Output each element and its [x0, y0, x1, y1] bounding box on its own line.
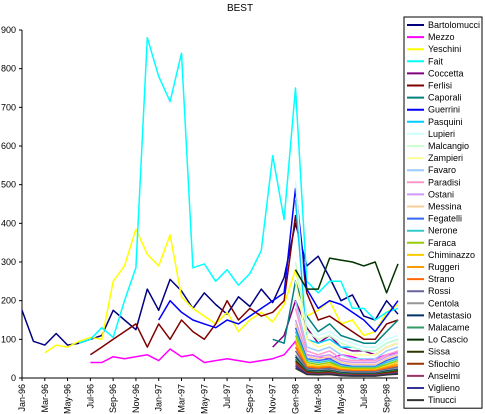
legend-entry: Viglieno [428, 383, 460, 393]
y-tick-label: 300 [1, 257, 16, 267]
x-tick-label: May-98 [336, 384, 346, 414]
x-tick-label: Nov-97 [268, 384, 278, 413]
legend-entry: Fegatelli [428, 214, 462, 224]
legend-entry: Tinucci [428, 395, 456, 405]
legend-entry: Pasquini [428, 117, 463, 127]
series-line-6 [272, 280, 399, 344]
x-tick-label: May-96 [63, 384, 73, 414]
series-line-18 [294, 335, 399, 370]
x-tick-label: Sep-96 [108, 384, 118, 413]
series-line-1 [90, 340, 399, 364]
series-line-31 [295, 367, 399, 377]
series-line-12 [294, 300, 399, 360]
legend-entry: Ruggeri [428, 262, 460, 272]
legend-entry: Lo Cascio [428, 335, 468, 345]
y-tick-label: 500 [1, 180, 16, 190]
legend-entry: Ferlisi [428, 81, 452, 91]
y-tick-label: 0 [11, 373, 16, 383]
x-tick-label: Nov-96 [131, 384, 141, 413]
legend-entry: Paradisi [428, 177, 461, 187]
x-tick-label: May-97 [199, 384, 209, 414]
x-tick-label: Jan-96 [17, 384, 27, 412]
x-tick-label: Sep-98 [382, 384, 392, 413]
series-line-14 [294, 319, 399, 364]
y-tick-label: 200 [1, 296, 16, 306]
y-tick-label: 800 [1, 64, 16, 74]
legend-entry: Nerone [428, 226, 458, 236]
x-tick-label: Jul-98 [359, 384, 369, 409]
series-line-10 [294, 261, 399, 352]
legend-entry: Sissa [428, 347, 450, 357]
legend-entry: Sfiochio [428, 359, 460, 369]
series-line-17 [294, 331, 399, 368]
y-tick-label: 400 [1, 218, 16, 228]
x-tick-label: Mar-98 [313, 384, 323, 413]
legend-entry: Fait [428, 56, 444, 66]
series-line-15 [294, 323, 399, 366]
legend-entry: Lupieri [428, 129, 455, 139]
series-line-5 [89, 214, 399, 356]
y-tick-label: 700 [1, 102, 16, 112]
x-tick-label: Jul-96 [85, 384, 95, 409]
series-line-3 [78, 36, 399, 344]
legend-entry: Favaro [428, 165, 456, 175]
legend-entry: Malcangio [428, 141, 469, 151]
legend-entry: Coccetta [428, 68, 464, 78]
legend-entry: Strano [428, 274, 455, 284]
legend-entry: Guerrini [428, 105, 460, 115]
plot-area: 0 100 200 300 400 500 600 700 800 900 Jan-96 Mar-96… [1, 25, 399, 414]
series-line-22 [294, 350, 399, 373]
series-line-7 [158, 187, 399, 333]
series-line-26 [294, 257, 399, 294]
x-tick-label: Jan-97 [154, 384, 164, 412]
legend-entry: Caporali [428, 93, 462, 103]
legend-entry: Zampieri [428, 153, 463, 163]
x-tick-label: Sep-97 [245, 384, 255, 413]
legend-entry: Messina [428, 202, 462, 212]
x-tick-label: Mar-97 [177, 384, 187, 413]
series-line-19 [294, 338, 399, 371]
legend-entry: Faraca [428, 238, 456, 248]
legend-entry: Chiminazzo [428, 250, 475, 260]
y-tick-label: 100 [1, 334, 16, 344]
legend-entry: Anselmi [428, 371, 460, 381]
legend-entry: Bartolomucci [428, 20, 480, 30]
chart-title: BEST [227, 3, 253, 14]
legend-entry: Mezzo [428, 32, 455, 42]
legend-entry: Yeschini [428, 44, 461, 54]
x-tick-label: Mar-96 [40, 384, 50, 413]
legend-entry: Metastasio [428, 310, 472, 320]
legend-box [403, 16, 483, 409]
legend: Bartolomucci Mezzo Yeschini Fait Coccetta Fer… [403, 16, 483, 409]
y-tick-label: 900 [1, 25, 16, 35]
series-line-11 [294, 281, 399, 356]
legend-entry: Malacame [428, 323, 470, 333]
legend-entry: Rossi [428, 286, 451, 296]
legend-entry: Centola [428, 298, 459, 308]
series-line-16 [294, 327, 399, 368]
series-line-13 [294, 308, 399, 362]
y-tick-label: 600 [1, 141, 16, 151]
x-tick-label: Gen-98 [290, 384, 300, 414]
legend-entry: Ostani [428, 189, 454, 199]
x-tick-label: Jul-97 [222, 384, 232, 409]
series-line-9 [294, 180, 399, 348]
